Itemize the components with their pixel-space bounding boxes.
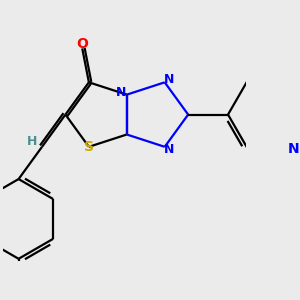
Text: N: N [164,73,174,86]
Text: O: O [76,37,88,51]
Text: H: H [27,135,38,148]
Text: N: N [116,86,127,99]
Text: S: S [84,140,94,154]
Text: N: N [164,143,174,156]
Text: N: N [288,142,299,156]
